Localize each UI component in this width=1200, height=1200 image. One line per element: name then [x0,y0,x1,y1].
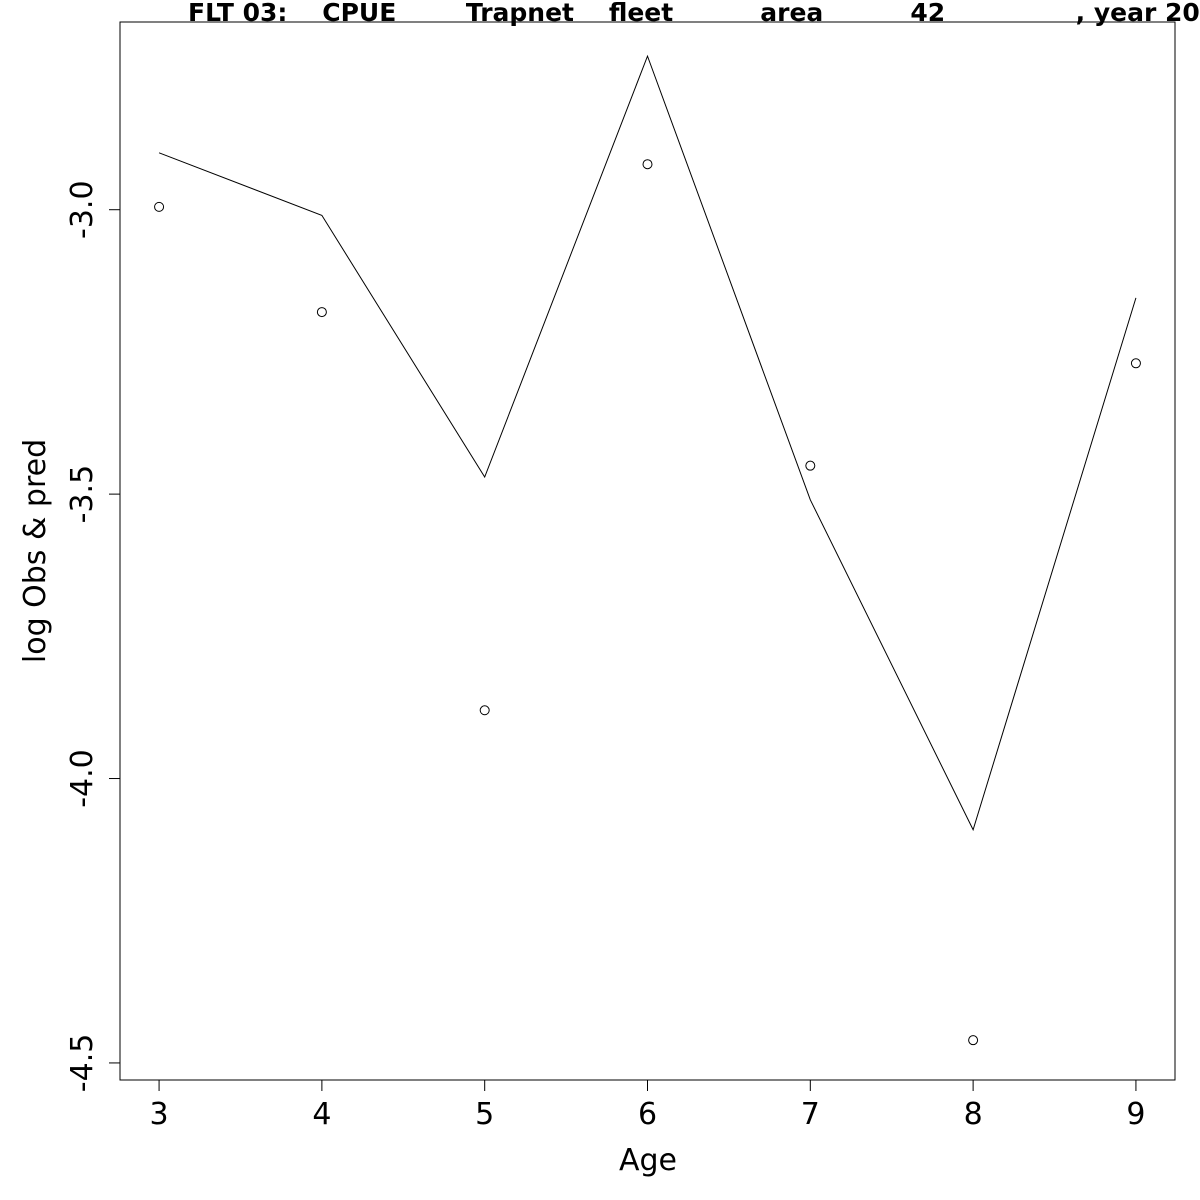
y-axis-label: log Obs & pred [18,439,53,663]
x-tick-label: 9 [1126,1097,1145,1132]
x-axis: 3 4 5 6 7 8 9 [150,1079,1145,1132]
observed-point [805,460,816,471]
y-tick-label: -4.0 [65,749,100,808]
observed-point [642,159,653,170]
y-tick-label: -3.0 [65,180,100,239]
x-tick-label: 7 [801,1097,820,1132]
x-tick-label: 6 [638,1097,657,1132]
y-tick-label: -4.5 [65,1034,100,1093]
observed-point [316,307,327,318]
observed-point [968,1035,979,1046]
observed-point [479,705,490,716]
data-layer [154,54,1141,1046]
plot-frame [119,21,1176,1081]
x-tick-label: 3 [150,1097,169,1132]
y-axis: -4.5 -4.0 -3.5 -3.0 [65,180,121,1093]
chart-title: FLT 03: CPUE Trapnet fleet area 42 , yea… [188,0,1200,27]
observed-point [1130,358,1141,369]
x-tick-label: 4 [312,1097,331,1132]
x-tick-label: 8 [964,1097,983,1132]
y-tick-label: -3.5 [65,465,100,524]
x-tick-label: 5 [475,1097,494,1132]
observed-point [154,201,165,212]
predicted-line [158,54,1137,832]
x-axis-label: Age [619,1143,677,1178]
